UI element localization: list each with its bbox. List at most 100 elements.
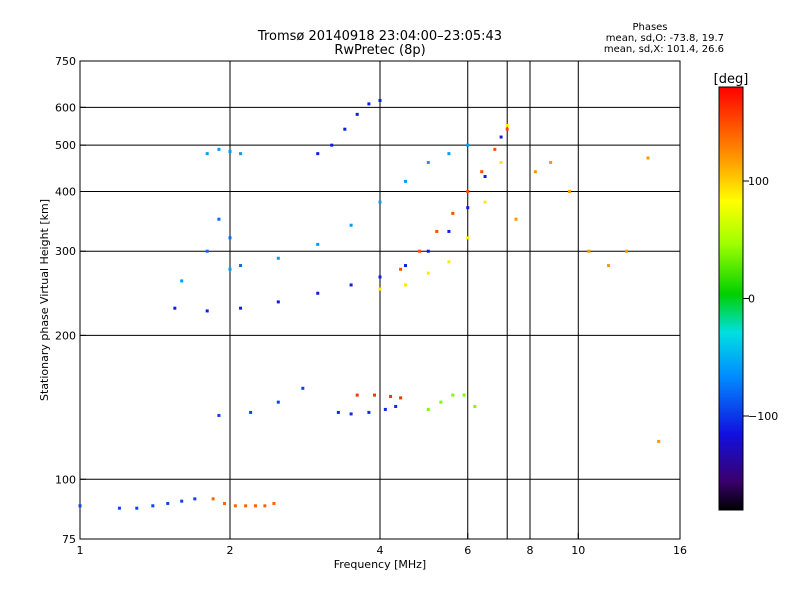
data-point — [205, 152, 209, 156]
data-point — [533, 170, 537, 174]
data-point — [447, 229, 451, 233]
data-point — [567, 189, 571, 193]
data-point — [263, 504, 267, 508]
colorbar-tick-label: 100 — [748, 175, 769, 188]
data-point — [343, 127, 347, 131]
data-point — [78, 504, 82, 508]
data-point — [646, 156, 650, 160]
data-point — [587, 249, 591, 253]
data-point — [399, 267, 403, 271]
data-point — [466, 189, 470, 193]
data-point — [403, 264, 407, 268]
y-tick-label: 200 — [55, 329, 76, 342]
data-point — [462, 393, 466, 397]
data-point — [447, 260, 451, 264]
data-point — [435, 229, 439, 233]
data-point — [166, 501, 170, 505]
x-tick-label: 16 — [673, 544, 687, 557]
data-point — [493, 147, 497, 151]
legend-line-o: mean, sd,O: -73.8, 19.7 — [606, 33, 724, 44]
data-point — [173, 306, 177, 310]
data-point — [403, 283, 407, 287]
x-tick-label: 8 — [527, 544, 534, 557]
data-point — [253, 504, 257, 508]
data-point — [223, 501, 227, 505]
y-tick-label: 600 — [55, 101, 76, 114]
data-point — [151, 504, 155, 508]
data-point — [239, 306, 243, 310]
x-axis-label: Frequency [MHz] — [334, 558, 426, 571]
legend-title: Phases — [632, 22, 667, 33]
colorbar-tick-label: −100 — [748, 410, 778, 423]
data-point — [451, 393, 455, 397]
data-point — [228, 236, 232, 240]
colorbar-tick-label: 0 — [748, 293, 755, 306]
data-point — [301, 386, 305, 390]
data-point — [447, 152, 451, 156]
data-point — [466, 206, 470, 210]
data-point — [378, 275, 382, 279]
axis-ticks: 1 2 4 6 8 10 16 75 100 200 300 400 500 600 750 — [55, 55, 687, 557]
data-points — [78, 99, 661, 510]
data-point — [349, 412, 353, 416]
data-point — [394, 404, 398, 408]
x-tick-label: 6 — [464, 544, 471, 557]
data-point — [233, 504, 237, 508]
data-point — [117, 506, 121, 510]
x-tick-label: 1 — [77, 544, 84, 557]
data-point — [426, 407, 430, 411]
data-point — [439, 400, 443, 404]
x-tick-label: 2 — [227, 544, 234, 557]
data-point — [499, 135, 503, 139]
chart-title: Tromsø 20140918 23:04:00–23:05:43 — [257, 29, 502, 44]
data-point — [228, 149, 232, 153]
data-point — [316, 291, 320, 295]
data-point — [426, 271, 430, 275]
y-tick-label: 400 — [55, 185, 76, 198]
y-tick-label: 300 — [55, 245, 76, 258]
data-point — [180, 279, 184, 283]
y-tick-label: 100 — [55, 473, 76, 486]
data-point — [135, 506, 139, 510]
data-point — [276, 256, 280, 260]
data-point — [276, 400, 280, 404]
data-point — [383, 407, 387, 411]
legend-line-x: mean, sd,X: 101.4, 26.6 — [604, 44, 724, 55]
grid-lines — [80, 61, 680, 539]
data-point — [389, 394, 393, 398]
x-tick-label: 4 — [377, 544, 384, 557]
data-point — [330, 143, 334, 147]
data-point — [403, 179, 407, 183]
x-tick-label: 10 — [571, 544, 585, 557]
data-point — [249, 410, 253, 414]
y-tick-label: 750 — [55, 55, 76, 68]
data-point — [367, 410, 371, 414]
data-point — [217, 413, 221, 417]
data-point — [399, 396, 403, 400]
data-point — [244, 504, 248, 508]
data-point — [451, 211, 455, 215]
data-point — [466, 236, 470, 240]
data-point — [549, 160, 553, 164]
data-point — [211, 497, 215, 501]
data-point — [625, 249, 629, 253]
data-point — [349, 223, 353, 227]
data-point — [349, 283, 353, 287]
data-point — [217, 217, 221, 221]
data-point — [378, 200, 382, 204]
data-point — [180, 499, 184, 503]
data-point — [607, 264, 611, 268]
data-point — [217, 147, 221, 151]
data-point — [355, 112, 359, 116]
y-axis-label: Stationary phase Virtual Height [km] — [38, 199, 51, 401]
chart-subtitle: RwPretec (8p) — [334, 43, 425, 58]
data-point — [426, 249, 430, 253]
data-point — [499, 160, 503, 164]
data-point — [367, 102, 371, 106]
data-point — [205, 249, 209, 253]
data-point — [378, 287, 382, 291]
data-point — [378, 99, 382, 103]
data-point — [426, 160, 430, 164]
data-point — [657, 439, 661, 443]
